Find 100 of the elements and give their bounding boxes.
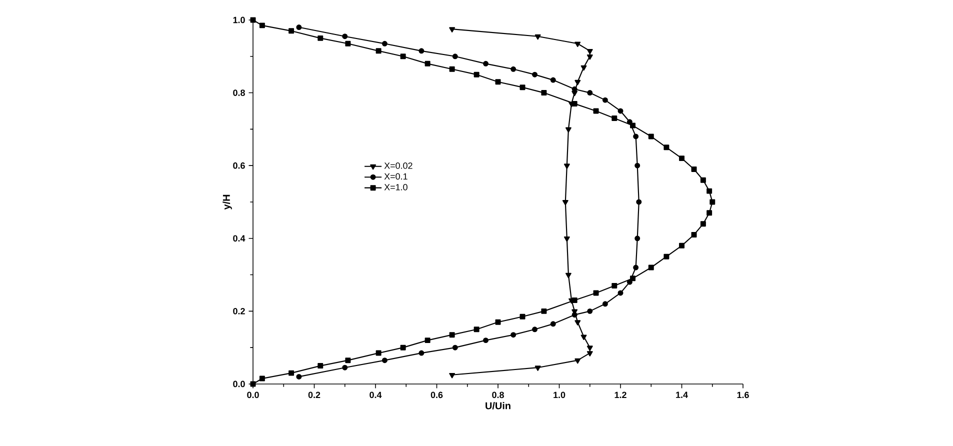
point [626,279,632,285]
point [587,308,593,314]
point [550,321,556,327]
point [562,200,568,206]
point [400,344,406,350]
point [483,60,488,66]
point [700,221,706,227]
point [633,134,639,140]
y-tick-label: 0.0 [233,380,245,388]
y-tick-label: 0.2 [233,308,245,314]
legend-label: X=0.02 [384,162,412,169]
point [495,319,501,325]
point [602,97,608,103]
point [376,48,382,54]
point [345,40,351,46]
point [259,22,265,28]
y-tick-label: 0.8 [233,90,245,96]
point [474,72,480,78]
x-tick-label: 0.0 [247,392,259,398]
point [586,346,593,351]
point [612,116,618,122]
point [679,242,684,248]
point [259,376,265,382]
x-tick-label: 0.4 [370,392,382,398]
point [250,17,256,23]
point [532,326,538,332]
point [424,60,430,66]
point [534,366,541,371]
point [288,28,294,34]
point [345,358,351,364]
point [679,156,684,162]
point [483,338,488,344]
point [574,358,581,364]
point [449,27,456,32]
point [580,65,587,71]
point [593,108,599,114]
point [452,54,458,60]
point [449,332,455,338]
point [633,264,639,270]
point [565,127,572,133]
point [382,358,388,364]
point [706,210,712,216]
y-tick-label: 1.0 [233,16,245,24]
legend-label: X=0.1 [384,173,408,180]
point [634,236,640,242]
point [495,79,501,85]
point [318,35,324,41]
point [586,351,593,356]
x-tick-label: 0.8 [492,392,504,398]
point [342,364,348,370]
point [574,80,581,86]
point [534,34,541,40]
point [296,374,302,380]
x-tick-label: 0.2 [308,392,320,398]
point [541,90,547,96]
point [648,134,654,140]
point [400,54,406,60]
x-tick-label: 0.6 [430,392,443,398]
point [296,24,302,30]
point [564,236,570,242]
point [449,66,455,72]
point [691,166,697,172]
point [587,90,593,96]
point [342,34,348,40]
point [630,276,636,282]
point [565,272,572,278]
point [510,66,516,72]
point [630,122,636,128]
point [626,119,632,125]
x-axis-title: U/Uin [486,402,510,410]
y-axis-title: y/H [222,194,232,210]
y-tick-label: 0.6 [233,162,245,169]
point [520,314,526,320]
point [382,40,388,46]
point [250,381,256,387]
point [664,254,670,260]
point [541,308,547,314]
point [572,298,578,304]
point [550,77,556,83]
point [376,350,382,356]
point [572,312,578,318]
point [452,344,458,350]
x-tick-label: 1.0 [554,392,566,398]
point [572,100,578,106]
x-tick-label: 1.6 [737,392,749,398]
point [532,72,538,78]
point [586,48,593,54]
point [664,144,670,150]
point [418,48,424,54]
point [602,301,608,307]
point [612,282,618,288]
point [636,199,642,205]
x-tick-label: 1.4 [676,392,688,398]
point [418,350,424,356]
point [618,290,624,296]
point [424,338,430,344]
point [691,232,697,238]
point [474,326,480,332]
point [520,84,526,90]
point [574,42,581,47]
